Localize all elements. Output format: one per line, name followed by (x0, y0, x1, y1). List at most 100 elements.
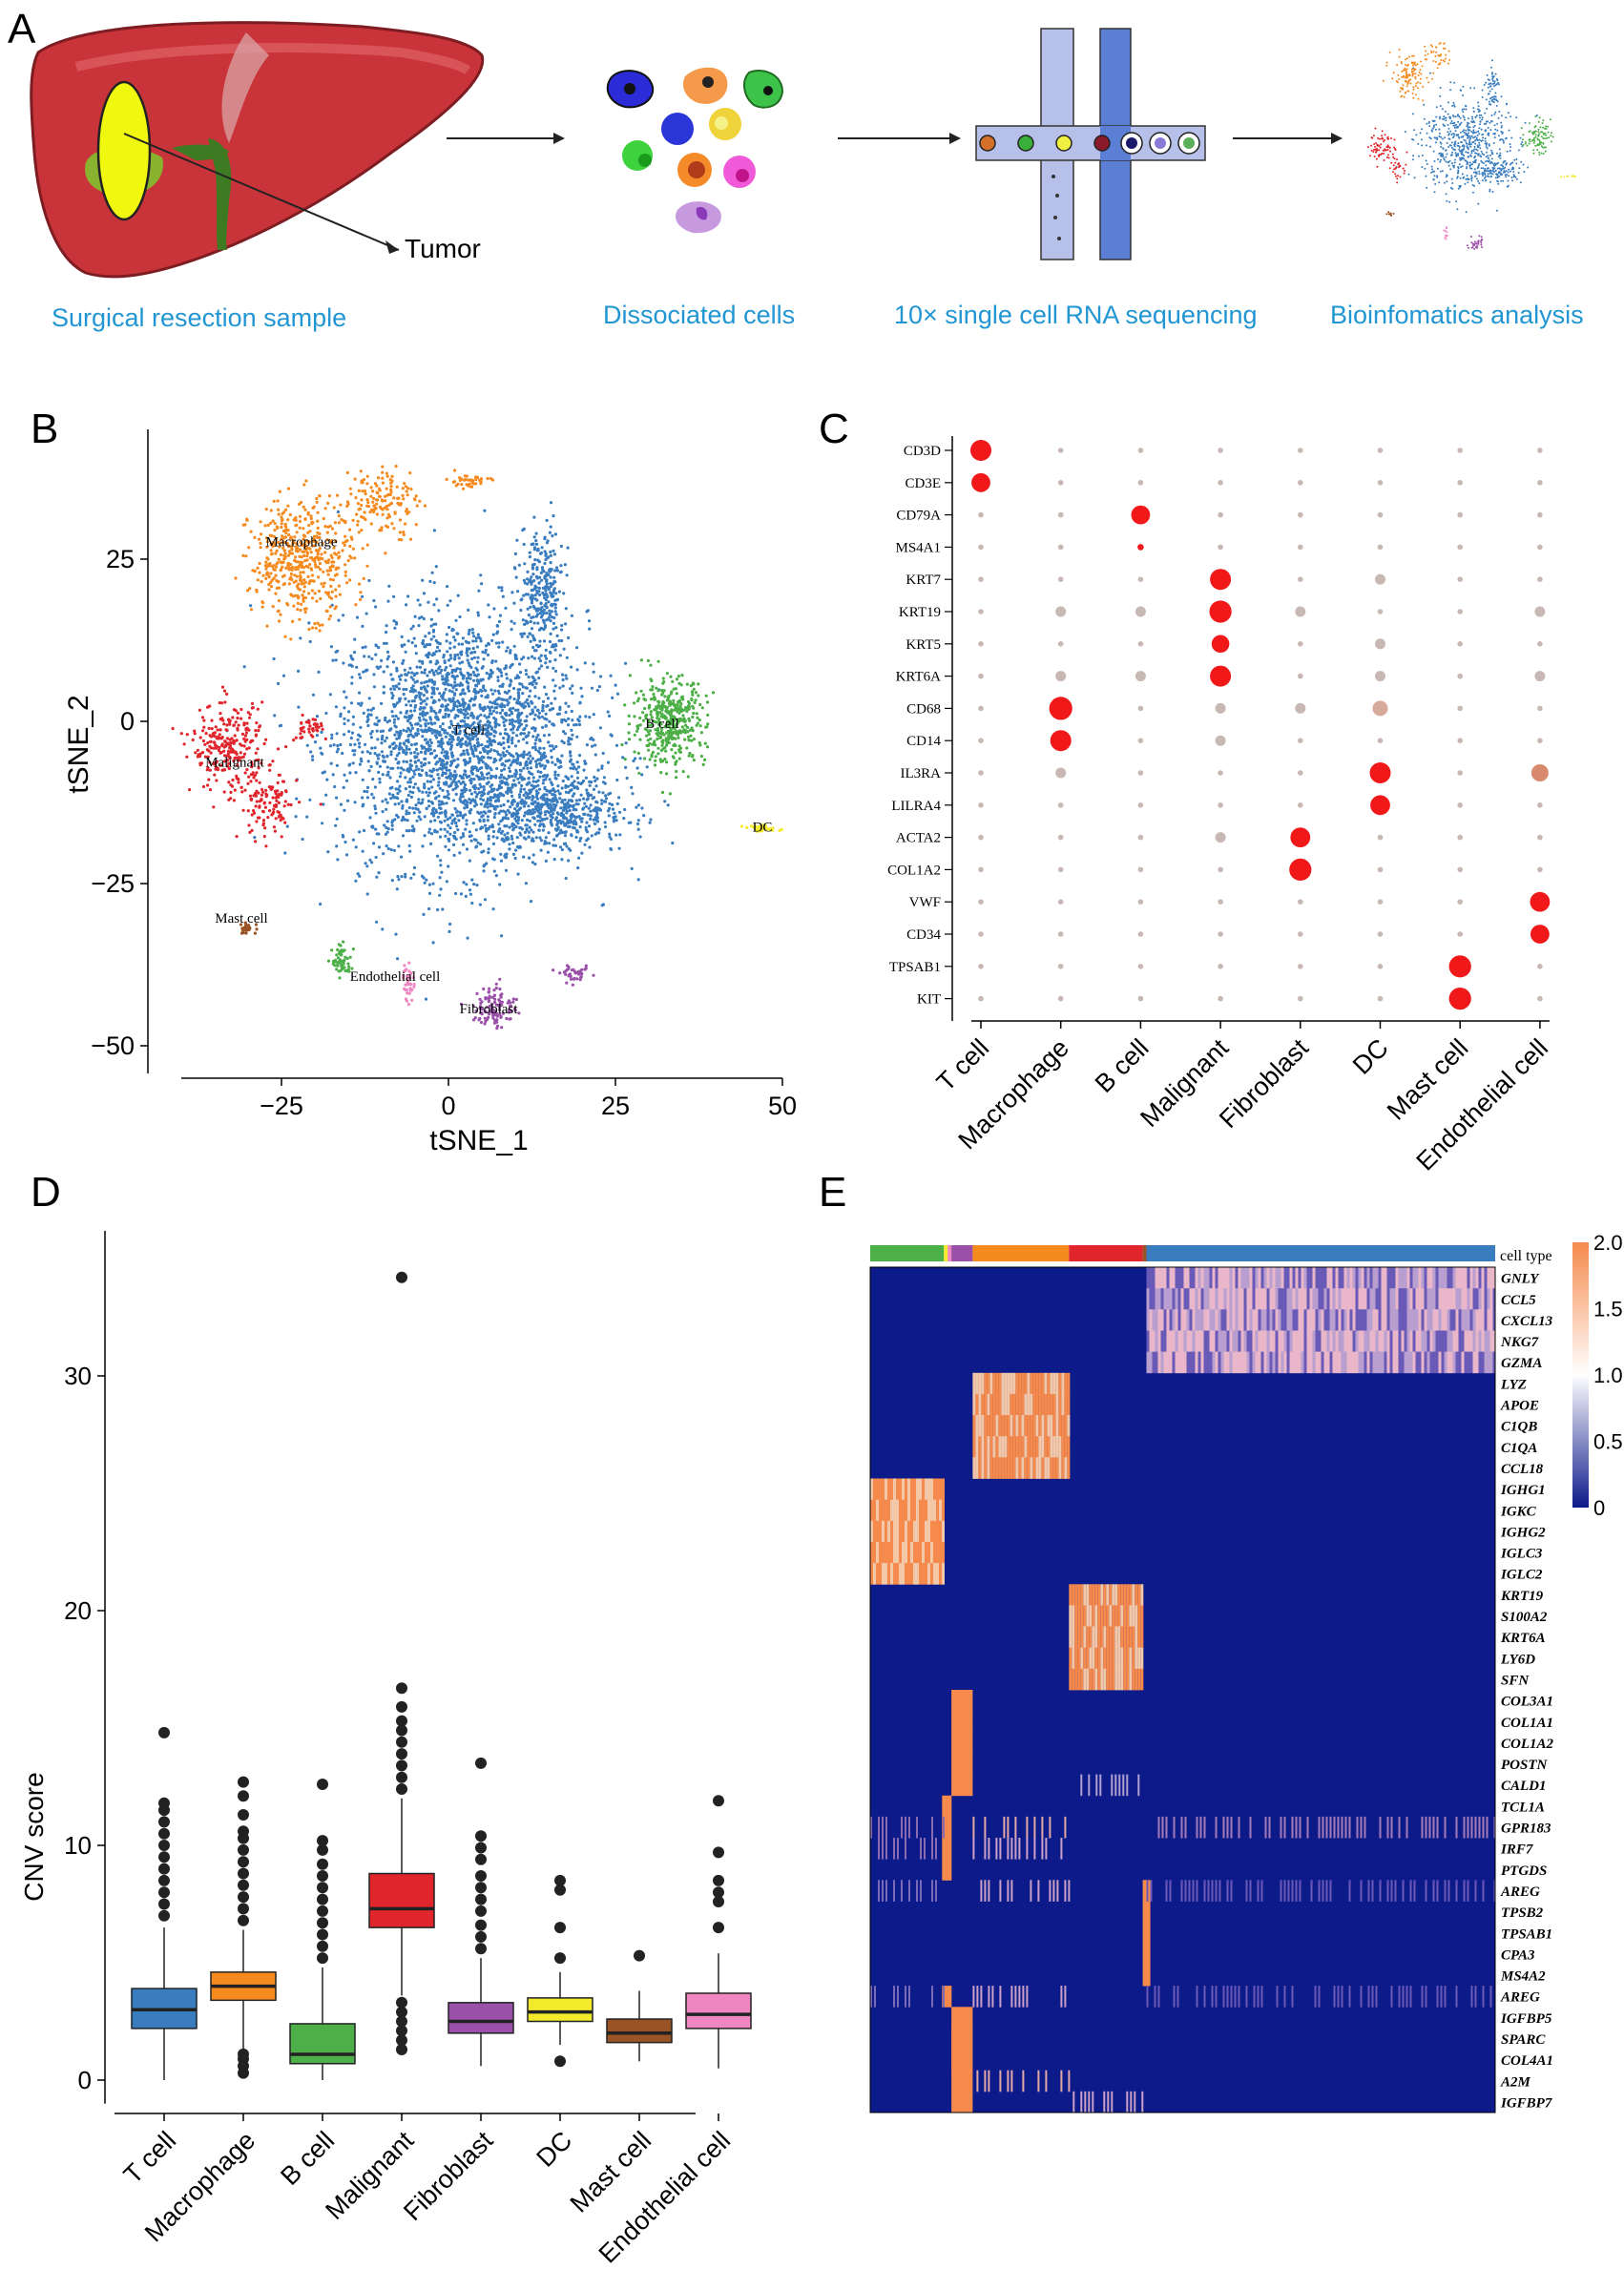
tsne-point (507, 774, 510, 778)
tsne-point (353, 801, 357, 804)
tsne-point (504, 782, 508, 786)
tsne-point (260, 580, 263, 584)
tsne-point (648, 821, 652, 824)
tsne-point (326, 572, 330, 576)
tsne-point (508, 713, 511, 718)
tsne-point (435, 830, 439, 834)
thumb-point (1473, 135, 1476, 138)
tsne-point (323, 551, 327, 554)
tsne-point (285, 824, 289, 828)
tsne-point (356, 872, 360, 876)
thumb-point (1468, 129, 1470, 132)
thumb-point (1467, 177, 1469, 180)
tsne-point (471, 716, 475, 719)
thumb-point (1480, 150, 1483, 153)
tsne-point (522, 787, 527, 791)
tsne-point (443, 827, 447, 831)
tsne-point (354, 845, 358, 849)
tsne-point (548, 790, 552, 795)
thumb-point (1480, 167, 1483, 170)
thumb-point (1494, 170, 1497, 172)
tsne-point (459, 709, 463, 713)
tsne-point (303, 611, 307, 614)
tsne-point (395, 622, 399, 626)
tsne-point (435, 768, 439, 772)
thumb-point (1377, 154, 1380, 156)
tsne-point (354, 879, 358, 883)
tsne-point (436, 660, 440, 664)
thumb-point (1498, 111, 1501, 113)
tsne-point (500, 674, 504, 677)
tsne-point (261, 573, 265, 577)
tsne-point (286, 487, 291, 490)
thumb-point (1536, 137, 1539, 140)
tsne-point (545, 611, 549, 615)
thumb-point (1463, 155, 1466, 157)
tsne-point (342, 661, 345, 665)
tsne-point (483, 705, 487, 709)
tsne-point (398, 784, 402, 788)
tsne-point (498, 684, 502, 688)
tsne-point (505, 749, 510, 754)
tsne-point (381, 810, 385, 814)
tsne-point (436, 760, 440, 764)
tsne-point (436, 907, 440, 912)
tsne-point (474, 802, 479, 806)
thumb-point (1430, 52, 1433, 54)
thumb-point (1405, 151, 1408, 154)
tsne-point (394, 714, 398, 718)
tsne-point (343, 543, 346, 548)
tsne-point (406, 699, 411, 703)
tsne-point (614, 833, 618, 837)
tsne-point (446, 755, 449, 759)
thumb-point (1487, 173, 1489, 176)
thumb-point (1438, 152, 1441, 155)
thumb-point (1377, 136, 1380, 139)
tsne-point (540, 715, 544, 718)
thumb-point (1397, 73, 1400, 76)
tsne-point (593, 775, 596, 780)
tsne-point (526, 635, 530, 638)
tsne-point (489, 799, 492, 802)
tsne-point (547, 811, 552, 815)
thumb-point (1545, 134, 1548, 136)
tsne-point (405, 687, 408, 692)
tsne-point (498, 668, 502, 672)
tsne-point (552, 802, 555, 806)
tsne-point (582, 768, 586, 772)
thumb-point (1472, 191, 1474, 194)
tsne-point (367, 655, 371, 658)
thumb-point (1392, 171, 1394, 174)
thumb-point (1400, 62, 1403, 65)
tsne-point (522, 793, 526, 798)
tsne-point (358, 830, 362, 834)
thumb-point (1474, 171, 1477, 174)
thumb-point (1453, 141, 1456, 144)
tsne-point (273, 529, 277, 532)
thumb-point (1491, 59, 1493, 62)
tsne-point (505, 824, 509, 828)
tsne-point (575, 771, 580, 775)
tsne-point (480, 582, 484, 586)
tsne-point (264, 576, 268, 581)
tsne-point (568, 824, 572, 828)
thumb-point (1490, 149, 1492, 152)
thumb-point (1425, 50, 1427, 52)
thumb-point (1443, 157, 1446, 159)
tsne-point (508, 769, 512, 774)
thumb-point (1481, 246, 1484, 249)
tsne-point (440, 703, 445, 707)
thumb-point (1484, 142, 1487, 145)
tsne-point (492, 607, 496, 611)
tsne-point (548, 659, 552, 663)
tsne-point (321, 623, 324, 627)
thumb-point (1405, 58, 1406, 61)
tsne-point (368, 816, 372, 820)
thumb-point (1421, 128, 1424, 131)
tsne-point (582, 797, 586, 801)
tsne-point (585, 839, 589, 843)
tsne-point (635, 805, 638, 809)
tsne-point (601, 903, 606, 906)
tsne-point (527, 704, 531, 708)
tsne-point (524, 593, 529, 596)
